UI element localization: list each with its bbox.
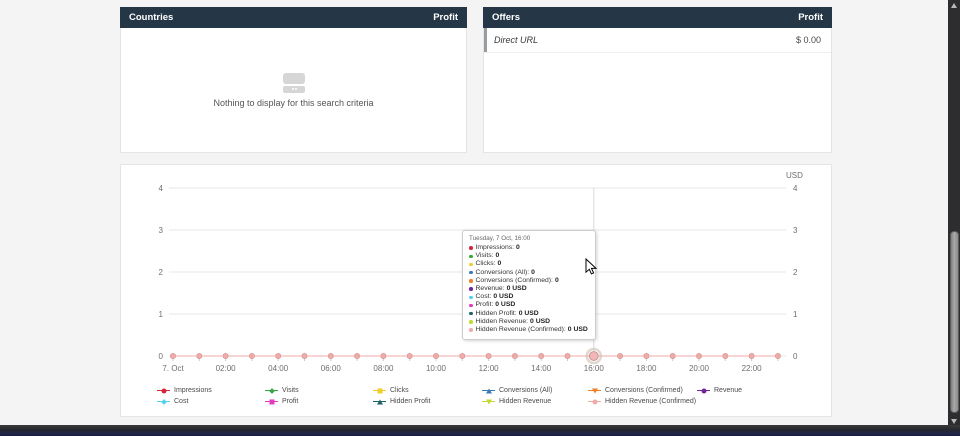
profit-timeline-card: 0 0 1 1 2 2 3 3 4 4 USD 7. Oct 02:00 04:00 06:00 08:00 1… bbox=[120, 164, 832, 417]
countries-panel-body: Nothing to display for this search crite… bbox=[120, 28, 467, 153]
legend-item-cost[interactable]: Cost bbox=[157, 397, 188, 406]
svg-text:22:00: 22:00 bbox=[742, 364, 763, 373]
legend-item-hidden-profit[interactable]: Hidden Profit bbox=[373, 397, 430, 406]
svg-text:4: 4 bbox=[793, 184, 798, 193]
svg-text:2: 2 bbox=[793, 268, 798, 277]
offer-profit-value: $ 0.00 bbox=[795, 35, 821, 45]
legend-marker-icon bbox=[157, 387, 170, 394]
legend-label: Conversions (Confirmed) bbox=[605, 387, 683, 394]
legend-label: Conversions (All) bbox=[499, 387, 553, 394]
svg-text:7. Oct: 7. Oct bbox=[162, 364, 184, 373]
legend-label: Revenue bbox=[714, 387, 743, 394]
legend-label: Visits bbox=[282, 387, 299, 394]
empty-state-icon bbox=[282, 72, 306, 93]
legend-label: Impressions bbox=[174, 387, 212, 394]
offer-row-direct-url[interactable]: Direct URL $ 0.00 bbox=[484, 28, 831, 53]
legend-item-hidden-revenue[interactable]: Hidden Revenue bbox=[482, 397, 551, 406]
scrollbar-up-arrow-icon[interactable] bbox=[948, 0, 960, 11]
legend-item-clicks[interactable]: Clicks bbox=[373, 386, 409, 395]
scrollbar-thumb[interactable] bbox=[949, 231, 959, 413]
legend-marker-icon bbox=[265, 398, 278, 405]
legend-marker-icon bbox=[373, 398, 386, 405]
svg-text:18:00: 18:00 bbox=[636, 364, 657, 373]
legend-label: Clicks bbox=[390, 387, 409, 394]
legend-item-profit[interactable]: Profit bbox=[265, 397, 298, 406]
svg-text:USD: USD bbox=[786, 171, 803, 180]
svg-text:20:00: 20:00 bbox=[689, 364, 710, 373]
svg-text:0: 0 bbox=[793, 352, 798, 361]
legend-marker-icon bbox=[157, 398, 170, 405]
legend-label: Hidden Revenue (Confirmed) bbox=[605, 398, 697, 405]
svg-text:1: 1 bbox=[793, 310, 798, 319]
legend-label: Hidden Revenue bbox=[499, 398, 552, 405]
legend-label: Cost bbox=[174, 398, 189, 405]
countries-profit-column-header: Profit bbox=[433, 12, 458, 23]
legend-item-conversions-all[interactable]: Conversions (All) bbox=[482, 386, 552, 395]
offers-panel-title: Offers bbox=[492, 12, 520, 23]
scrollbar-down-arrow-icon[interactable] bbox=[948, 416, 960, 427]
svg-text:06:00: 06:00 bbox=[321, 364, 342, 373]
svg-text:3: 3 bbox=[159, 226, 164, 235]
legend-item-visits[interactable]: Visits bbox=[265, 386, 299, 395]
legend-marker-icon bbox=[482, 387, 495, 394]
countries-empty-message: Nothing to display for this search crite… bbox=[213, 97, 374, 108]
legend-item-revenue[interactable]: Revenue bbox=[697, 386, 742, 395]
svg-text:16:00: 16:00 bbox=[584, 364, 605, 373]
offer-name: Direct URL bbox=[494, 35, 539, 45]
svg-text:14:00: 14:00 bbox=[531, 364, 552, 373]
legend-label: Hidden Profit bbox=[390, 398, 431, 405]
countries-panel: Countries Profit Nothing to display for … bbox=[120, 7, 467, 153]
legend-marker-icon bbox=[588, 387, 601, 394]
offers-panel-body: Direct URL $ 0.00 bbox=[483, 28, 832, 153]
legend-item-conversions-confirmed[interactable]: Conversions (Confirmed) bbox=[588, 386, 683, 395]
offer-row-accent-bar bbox=[484, 28, 487, 52]
svg-text:08:00: 08:00 bbox=[373, 364, 394, 373]
svg-text:2: 2 bbox=[159, 268, 164, 277]
offers-profit-column-header: Profit bbox=[798, 12, 823, 23]
svg-text:4: 4 bbox=[159, 184, 164, 193]
countries-panel-header: Countries Profit bbox=[120, 7, 467, 28]
svg-text:10:00: 10:00 bbox=[426, 364, 447, 373]
svg-text:3: 3 bbox=[793, 226, 798, 235]
svg-text:12:00: 12:00 bbox=[479, 364, 500, 373]
legend-marker-icon bbox=[482, 398, 495, 405]
legend-item-impressions[interactable]: Impressions bbox=[157, 386, 212, 395]
offers-panel-header: Offers Profit bbox=[483, 7, 832, 28]
svg-text:1: 1 bbox=[159, 310, 164, 319]
countries-panel-title: Countries bbox=[129, 12, 174, 23]
svg-text:02:00: 02:00 bbox=[216, 364, 237, 373]
vertical-scrollbar[interactable] bbox=[948, 0, 960, 427]
legend-item-hidden-revenue-confirmed[interactable]: Hidden Revenue (Confirmed) bbox=[588, 397, 696, 406]
legend-marker-icon bbox=[373, 387, 386, 394]
window-bottom-edge bbox=[0, 425, 960, 436]
chart-legend: Impressions Visits Clicks Conversions (All)… bbox=[121, 165, 831, 416]
svg-text:0: 0 bbox=[159, 352, 164, 361]
profit-timeline-chart: 0 0 1 1 2 2 3 3 4 4 USD 7. Oct 02:00 04:00 06:00 08:00 1… bbox=[159, 171, 804, 373]
svg-text:04:00: 04:00 bbox=[268, 364, 289, 373]
offers-panel: Offers Profit Direct URL $ 0.00 bbox=[483, 7, 832, 153]
legend-marker-icon bbox=[588, 398, 601, 405]
legend-marker-icon bbox=[265, 387, 278, 394]
legend-marker-icon bbox=[697, 387, 710, 394]
legend-label: Profit bbox=[282, 398, 299, 405]
